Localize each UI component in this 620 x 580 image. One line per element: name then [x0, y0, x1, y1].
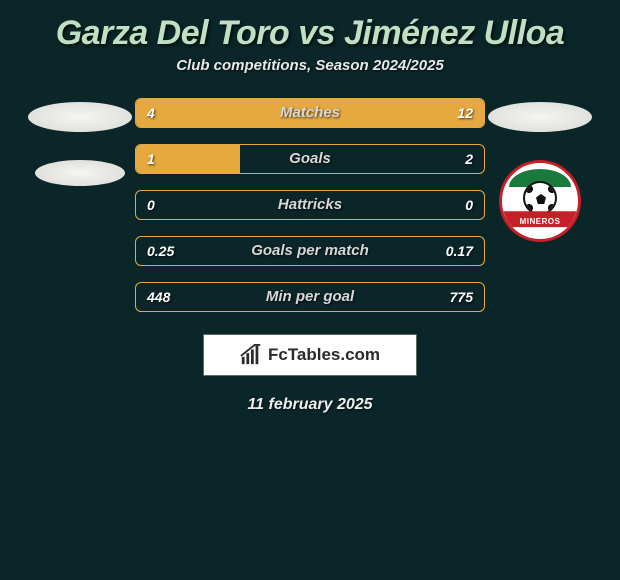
stat-bar-row: Goals1 2: [135, 144, 485, 174]
brand-chart-icon: [240, 344, 262, 366]
badge-label: MINEROS: [520, 217, 561, 226]
badge-ball-icon: [523, 181, 557, 215]
comparison-content: Matches412Goals12Hattricks00Goals per ma…: [0, 98, 620, 312]
bar-right-value: 2: [465, 144, 473, 174]
bar-left-value: 1: [147, 144, 155, 174]
stat-bars: Matches412Goals12Hattricks00Goals per ma…: [135, 98, 485, 312]
bar-label: Matches: [135, 98, 485, 128]
player-placeholder-icon: [488, 102, 592, 132]
date-line: 11 february 2025: [0, 396, 620, 414]
page-title: Garza Del Toro vs Jiménez Ulloa: [0, 0, 620, 57]
bar-right-value: 0.17: [446, 236, 473, 266]
bar-label: Goals: [135, 144, 485, 174]
bar-right-value: 12: [457, 98, 473, 128]
bar-label: Min per goal: [135, 282, 485, 312]
bar-label: Hattricks: [135, 190, 485, 220]
left-side: [25, 98, 135, 186]
page-subtitle: Club competitions, Season 2024/2025: [0, 57, 620, 98]
right-side: MINEROS: [485, 98, 595, 242]
stat-bar-row: Min per goal448 775: [135, 282, 485, 312]
brand-text: FcTables.com: [268, 345, 380, 365]
player-placeholder-icon: [28, 102, 132, 132]
bar-left-value: 0: [147, 190, 155, 220]
bar-right-value: 0: [465, 190, 473, 220]
club-placeholder-icon: [35, 160, 125, 186]
bar-left-value: 448: [147, 282, 170, 312]
stat-bar-row: Matches4 12: [135, 98, 485, 128]
stat-bar-row: Hattricks0 0: [135, 190, 485, 220]
brand-badge: FcTables.com: [203, 334, 417, 376]
stat-bar-row: Goals per match0.25 0.17: [135, 236, 485, 266]
bar-label: Goals per match: [135, 236, 485, 266]
bar-left-value: 4: [147, 98, 155, 128]
bar-left-value: 0.25: [147, 236, 174, 266]
bar-right-value: 775: [450, 282, 473, 312]
club-badge: MINEROS: [499, 160, 581, 242]
